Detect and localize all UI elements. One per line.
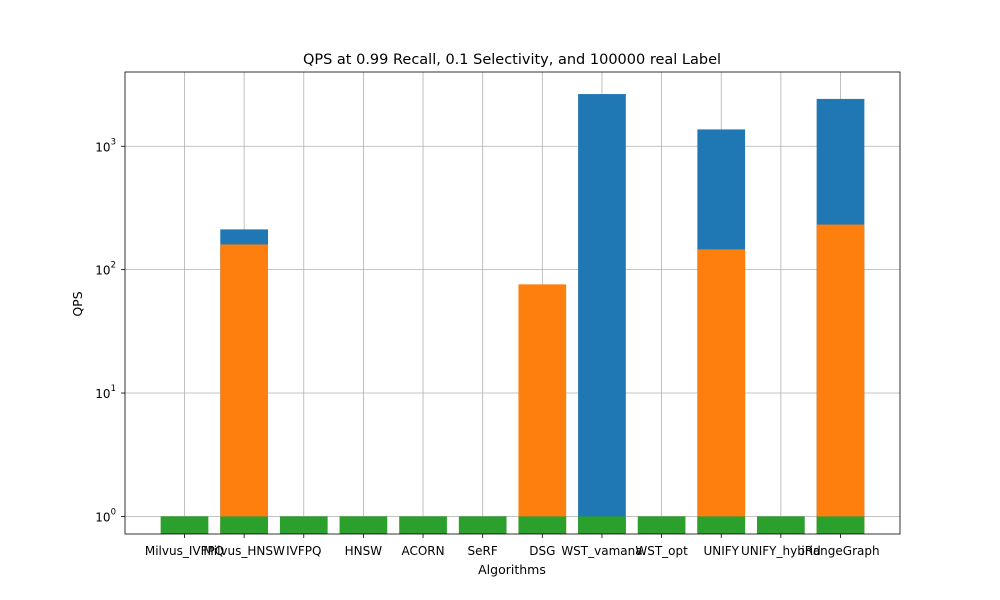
x-tick-label: UNIFY bbox=[703, 544, 739, 558]
y-tick-label: 102 bbox=[95, 261, 116, 278]
chart-title: QPS at 0.99 Recall, 0.1 Selectivity, and… bbox=[303, 52, 721, 68]
bar-series-3 bbox=[160, 516, 209, 534]
y-tick-label: 103 bbox=[95, 137, 116, 154]
x-tick-label: Milvus_IVFPQ bbox=[145, 544, 224, 558]
bar-series-3 bbox=[757, 516, 805, 534]
bar-series-3 bbox=[578, 516, 626, 534]
x-tick-label: WST_opt bbox=[635, 544, 688, 558]
bar-series-2 bbox=[220, 244, 268, 535]
bar-series-3 bbox=[399, 516, 447, 534]
x-axis-label: Algorithms bbox=[478, 562, 546, 577]
x-tick-label: IVFPQ bbox=[286, 544, 321, 558]
bar-series-2 bbox=[816, 224, 865, 534]
x-tick-label: SeRF bbox=[468, 544, 498, 558]
x-tick-label: UNIFY_hybrid bbox=[741, 544, 821, 558]
bar-series-3 bbox=[339, 516, 388, 534]
plot-frame bbox=[124, 71, 901, 535]
y-axis-label: QPS bbox=[70, 291, 85, 316]
x-tick-label: WST_vamana bbox=[561, 544, 642, 558]
bars-layer bbox=[160, 94, 865, 535]
x-tick-label: iRangeGraph bbox=[801, 544, 879, 558]
bar-series-3 bbox=[279, 516, 328, 534]
x-tick-label: HNSW bbox=[345, 544, 383, 558]
bar-series-3 bbox=[816, 516, 865, 534]
bar-series-2 bbox=[518, 284, 567, 534]
bar-series-1 bbox=[578, 94, 626, 534]
bar-series-3 bbox=[458, 516, 507, 534]
y-tick-label: 100 bbox=[95, 507, 116, 524]
x-tick-label: DSG bbox=[529, 544, 555, 558]
bar-series-3 bbox=[220, 516, 268, 534]
bar-series-3 bbox=[697, 516, 746, 534]
bar-series-3 bbox=[637, 516, 686, 534]
x-tick-label: Milvus_HNSW bbox=[203, 544, 285, 558]
y-tick-label: 101 bbox=[95, 384, 116, 401]
bar-series-3 bbox=[518, 516, 567, 534]
bar-series-2 bbox=[697, 249, 746, 534]
axes-layer bbox=[124, 71, 901, 535]
x-tick-label: ACORN bbox=[401, 544, 444, 558]
